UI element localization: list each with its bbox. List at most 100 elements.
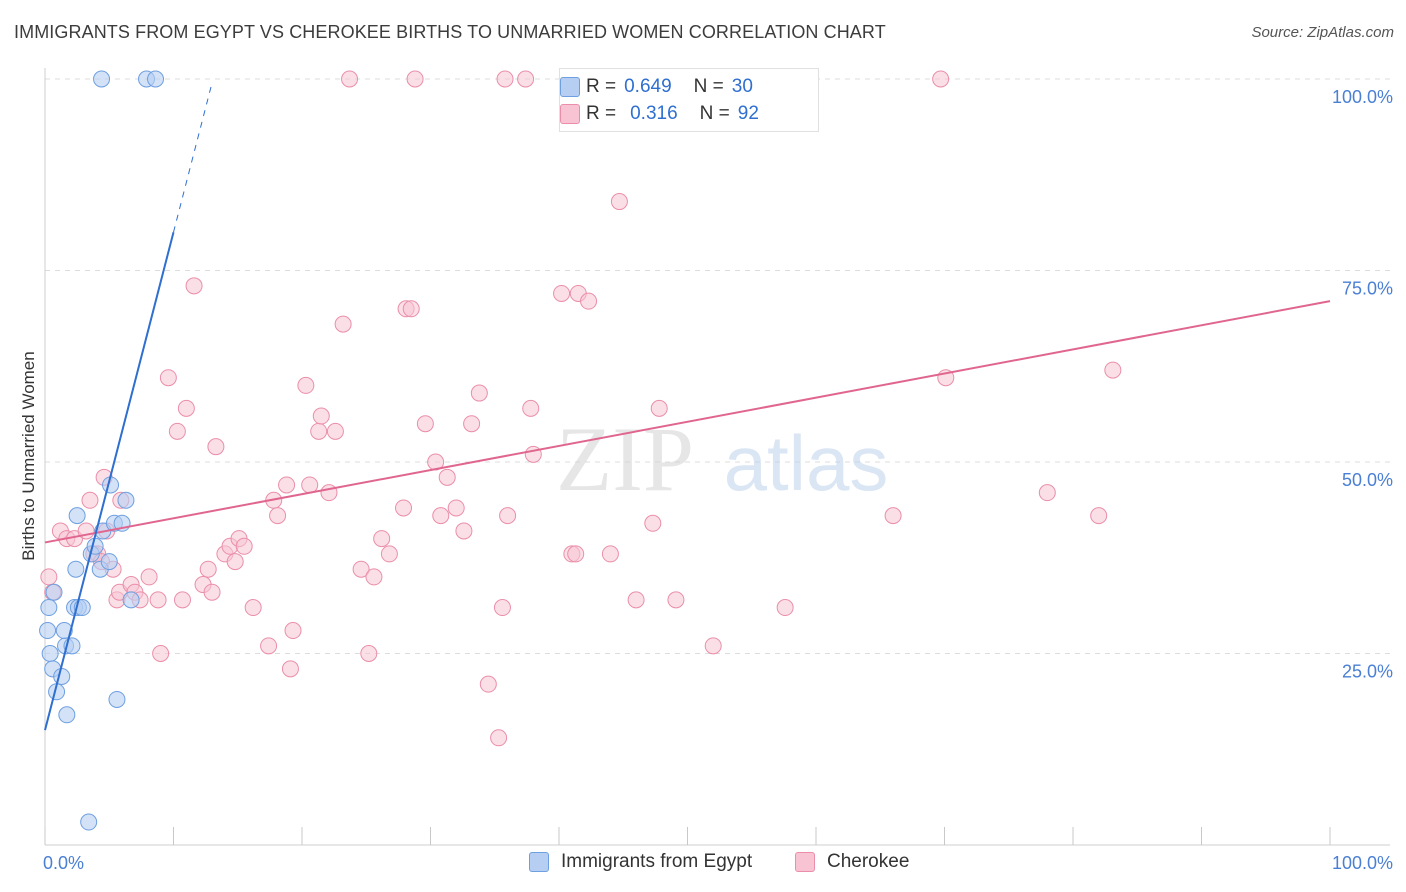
cherokee-point (455, 522, 473, 540)
cherokee-point (567, 545, 585, 563)
cherokee-point (40, 568, 58, 586)
stats-row-cherokee: R = 0.316 N = 92 (560, 102, 759, 126)
cherokee-point (185, 277, 203, 295)
egypt-point (86, 537, 104, 555)
cherokee-point (517, 70, 535, 88)
egypt-point (67, 560, 85, 578)
cherokee-point (522, 399, 540, 417)
cherokee-point (352, 560, 370, 578)
egypt-swatch (560, 77, 580, 97)
cherokee-point (627, 591, 645, 609)
cherokee-point (278, 476, 296, 494)
legend-label-cherokee: Cherokee (827, 851, 910, 872)
cherokee-point (334, 315, 352, 333)
watermark: ZIP atlas (556, 408, 888, 510)
axes (44, 68, 1390, 846)
cherokee-point (580, 292, 598, 310)
cherokee-point (207, 438, 225, 456)
egypt-point (108, 690, 126, 708)
egypt-point (147, 70, 165, 88)
egypt-point (100, 553, 118, 571)
cherokee-point (235, 537, 253, 555)
cherokee-point (610, 193, 628, 211)
cherokee-point (326, 422, 344, 440)
x-tick-label: 100.0% (1332, 853, 1393, 873)
legend-item-egypt[interactable]: Immigrants from Egypt (529, 851, 752, 873)
cherokee-point (776, 599, 794, 617)
r-value: 0.316 (630, 103, 678, 124)
cherokee-point (312, 407, 330, 425)
cherokee-point (402, 300, 420, 318)
x-tick-labels: 0.0% 100.0% (43, 853, 1393, 873)
cherokee-point (81, 491, 99, 509)
cherokee-point (406, 70, 424, 88)
cherokee-point (284, 622, 302, 640)
y-tick-label: 100.0% (1332, 87, 1393, 107)
cherokee-point (341, 70, 359, 88)
cherokee-point (159, 369, 177, 387)
y-tick-label: 25.0% (1342, 662, 1393, 682)
n-value: 92 (737, 103, 759, 124)
x-tick-label: 0.0% (43, 853, 84, 873)
cherokee-swatch (560, 104, 580, 124)
cherokee-point (447, 499, 465, 517)
cherokee-point (470, 384, 488, 402)
egypt-points (39, 70, 165, 831)
egypt-point (68, 507, 86, 525)
cherokee-point (463, 415, 481, 433)
r-label: R = (586, 76, 617, 97)
cherokee-point (173, 591, 191, 609)
watermark-atlas: atlas (724, 419, 889, 507)
r-label: R = (586, 103, 617, 124)
cherokee-point (1090, 507, 1108, 525)
cherokee-point (297, 376, 315, 394)
egypt-point (45, 583, 63, 601)
cherokee-legend-swatch (795, 852, 815, 872)
cherokee-point (373, 530, 391, 548)
y-tick-label: 75.0% (1342, 279, 1393, 299)
cherokee-point (310, 422, 328, 440)
egypt-legend-swatch (529, 852, 549, 872)
cherokee-point (416, 415, 434, 433)
r-value: 0.649 (624, 76, 672, 97)
n-label: N = (693, 76, 724, 97)
stats-legend: R = 0.649 N = 30 R = 0.316 N = 92 (559, 68, 819, 132)
cherokee-point (140, 568, 158, 586)
cherokee-point (199, 560, 217, 578)
chart-title: IMMIGRANTS FROM EGYPT VS CHEROKEE BIRTHS… (14, 22, 886, 42)
cherokee-point (884, 507, 902, 525)
egypt-point (122, 591, 140, 609)
y-tick-label: 50.0% (1342, 470, 1393, 490)
cherokee-point (365, 568, 383, 586)
cherokee-point (496, 70, 514, 88)
cherokee-point (301, 476, 319, 494)
y-axis-label: Births to Unmarried Women (19, 351, 38, 560)
cherokee-point (152, 645, 170, 662)
egypt-point (39, 622, 57, 640)
n-value: 30 (731, 76, 753, 97)
egypt-trend-line (44, 231, 175, 731)
y-tick-labels: 25.0% 50.0% 75.0% 100.0% (1332, 87, 1393, 682)
cherokee-point (1038, 484, 1056, 502)
cherokee-point (149, 591, 167, 609)
cherokee-point (704, 637, 722, 655)
cherokee-point (281, 660, 299, 678)
cherokee-point (493, 599, 511, 617)
cherokee-point (932, 70, 950, 88)
cherokee-point (269, 507, 287, 525)
egypt-point (40, 599, 58, 617)
grid-lines (45, 78, 1390, 654)
legend: Immigrants from Egypt Cherokee (0, 851, 1406, 879)
cherokee-point (499, 507, 517, 525)
cherokee-point (226, 553, 244, 571)
cherokee-point (432, 507, 450, 525)
cherokee-point (203, 583, 221, 601)
n-label: N = (699, 103, 730, 124)
cherokee-point (438, 468, 456, 486)
egypt-point (55, 622, 73, 640)
egypt-point (53, 667, 71, 685)
cherokee-point (244, 599, 262, 617)
legend-item-cherokee[interactable]: Cherokee (795, 851, 909, 873)
egypt-trend-extension (173, 82, 213, 233)
